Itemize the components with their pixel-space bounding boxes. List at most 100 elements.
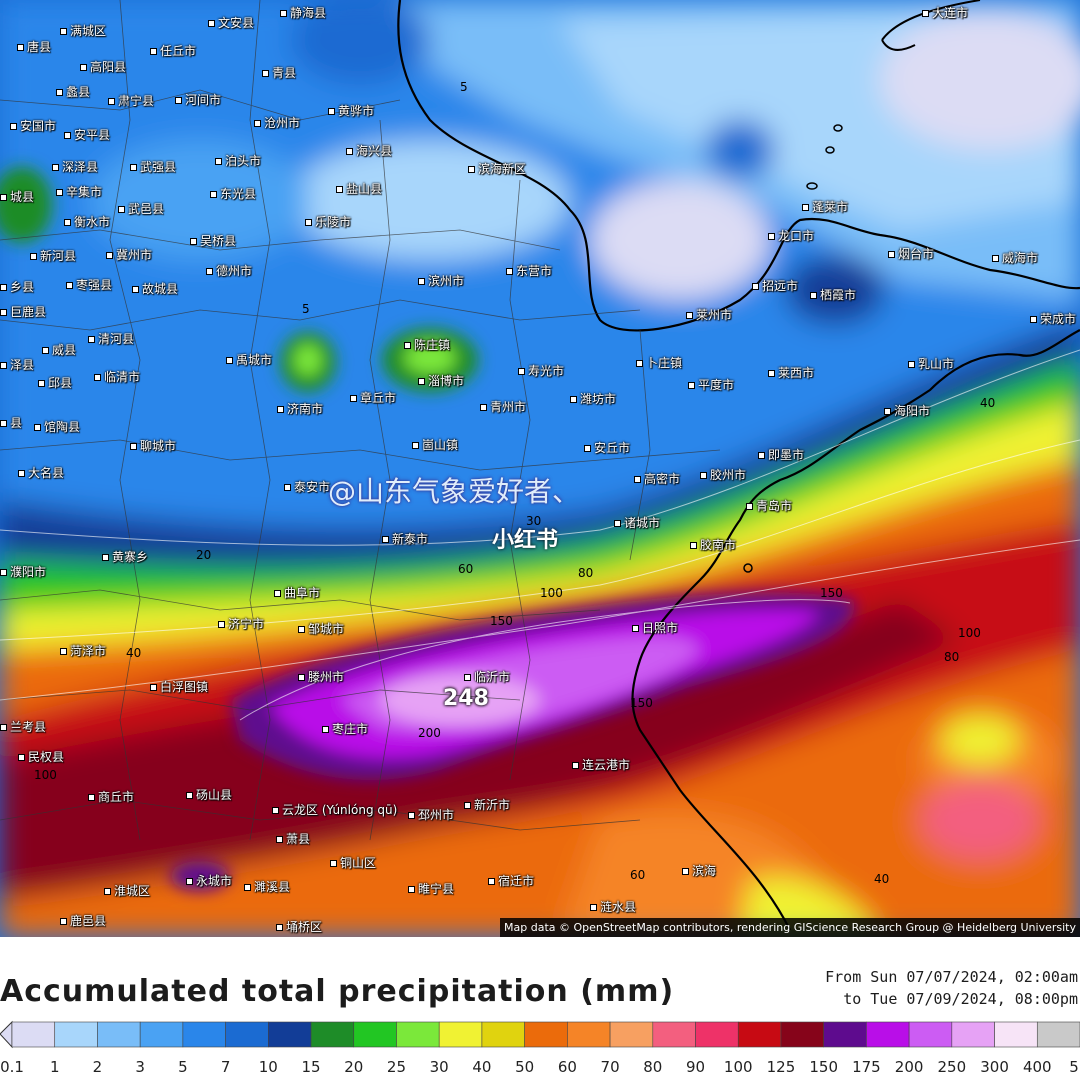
city-label: 故城县 [132, 280, 178, 297]
city-label: 济宁市 [218, 615, 264, 632]
contour-value-label: 40 [980, 396, 996, 410]
city-label: 涟水县 [590, 898, 636, 915]
city-label: 泊头市 [215, 152, 261, 169]
city-label: 高密市 [634, 470, 680, 487]
city-label: 兰考县 [0, 718, 46, 735]
city-label: 青州市 [480, 398, 526, 415]
city-label: 砀山县 [186, 786, 232, 803]
contour-value-label: 150 [490, 614, 513, 628]
city-label: 新泰市 [382, 530, 428, 547]
city-label: 荣成市 [1030, 310, 1076, 327]
city-label: 胶南市 [690, 536, 736, 553]
legend-swatch [97, 1021, 141, 1048]
city-label: 海阳市 [884, 402, 930, 419]
city-label: 滨海 [682, 862, 716, 879]
legend-swatch [823, 1021, 867, 1048]
city-label: 淄博市 [418, 372, 464, 389]
legend-tick-label: 70 [600, 1058, 620, 1076]
city-label: 海兴县 [346, 142, 392, 159]
legend-swatch [310, 1021, 355, 1048]
city-label: 诸城市 [614, 514, 660, 531]
legend-tick-label: 5 [1069, 1058, 1079, 1076]
city-label: 淮城区 [104, 882, 150, 899]
city-label: 青岛市 [746, 497, 792, 514]
legend-tick-label: 0.1 [0, 1058, 24, 1076]
city-label: 胶州市 [700, 466, 746, 483]
legend-swatch [396, 1021, 440, 1048]
contour-value-label: 100 [958, 626, 981, 640]
legend-tick-label: 7 [220, 1058, 231, 1076]
legend-tick-label: 15 [301, 1058, 321, 1076]
city-label: 滨州市 [418, 272, 464, 289]
legend-swatch [225, 1021, 269, 1048]
city-label: 崮山镇 [412, 436, 458, 453]
city-label: 馆陶县 [34, 418, 80, 435]
city-label: 邳州市 [408, 806, 454, 823]
city-label: 新河县 [30, 247, 76, 264]
legend-swatch [1036, 1021, 1080, 1048]
city-label: 冀州市 [106, 246, 152, 263]
city-label: 清河县 [88, 330, 134, 347]
map-attribution[interactable]: Map data © OpenStreetMap contributors, r… [500, 918, 1080, 937]
city-label: 埇桥区 [276, 918, 322, 935]
legend-swatch [182, 1021, 226, 1048]
city-label: 安国市 [10, 117, 56, 134]
city-label: 沧州市 [254, 114, 300, 131]
legend-swatch [951, 1021, 995, 1048]
city-label: 禹城市 [226, 351, 272, 368]
color-scale-labels: 0.1 1 2 3 5 7 10 15 20 25 30 40 50 60 70 80 90 100 125 150 1… [0, 1058, 1080, 1078]
legend-tick-label: 50 [515, 1058, 535, 1076]
legend-tick-label: 10 [258, 1058, 278, 1076]
contour-value-label: 80 [578, 566, 594, 580]
time-range-to: to Tue 07/09/2024, 08:00pm [843, 990, 1078, 1008]
contour-value-label: 200 [418, 726, 441, 740]
legend-swatch [737, 1021, 782, 1048]
city-label: 平度市 [688, 376, 734, 393]
city-label: 武邑县 [118, 200, 164, 217]
legend-tick-label: 250 [937, 1058, 967, 1076]
city-label: 邱县 [38, 374, 72, 391]
legend-tick-label: 1 [49, 1058, 60, 1076]
city-label: 大名县 [18, 464, 64, 481]
city-label: 永城市 [186, 872, 232, 889]
city-label: 盐山县 [336, 180, 382, 197]
legend-tick-label: 150 [809, 1058, 838, 1076]
city-label: 青县 [262, 64, 296, 81]
city-label: 武强县 [130, 158, 176, 175]
city-label: 栖霞市 [810, 286, 856, 303]
legend-swatch [139, 1021, 184, 1048]
legend-tick-label: 25 [386, 1058, 407, 1076]
city-label: 德州市 [206, 262, 252, 279]
legend-tick-label: 3 [135, 1058, 145, 1076]
city-label: 日照市 [632, 619, 678, 636]
city-label: 鹿邑县 [60, 912, 106, 929]
color-scale [0, 1020, 1080, 1049]
city-label: 东光县 [210, 185, 256, 202]
legend-tick-label: 200 [894, 1058, 924, 1076]
city-label: 静海县 [280, 4, 326, 21]
legend-tick-label: 100 [723, 1058, 753, 1076]
contour-value-label: 5 [302, 302, 310, 316]
legend-footer [0, 937, 1080, 1080]
city-label: 商丘市 [88, 788, 134, 805]
legend-tick-label: 60 [557, 1058, 577, 1076]
contour-value-label: 60 [630, 868, 646, 882]
city-label: 招远市 [752, 277, 798, 294]
legend-tick-label: 5 [178, 1058, 188, 1076]
city-label: 巨鹿县 [0, 303, 46, 320]
legend-tick-label: 2 [92, 1058, 103, 1076]
legend-swatch [11, 1021, 56, 1048]
legend-swatch [695, 1021, 739, 1048]
contour-value-label: 100 [540, 586, 563, 600]
city-label: 烟台市 [888, 245, 934, 262]
legend-tick-label: 90 [685, 1058, 706, 1076]
city-label: 蠡县 [56, 83, 90, 100]
city-label: 乳山市 [908, 355, 954, 372]
city-label: 聊城市 [130, 437, 176, 454]
city-label: 民权县 [18, 748, 64, 765]
legend-swatch [54, 1021, 98, 1048]
city-label: 连云港市 [572, 756, 630, 773]
contour-value-label: 60 [458, 562, 474, 576]
city-label: 乐陵市 [305, 213, 351, 230]
legend-tick-label: 125 [766, 1058, 796, 1076]
